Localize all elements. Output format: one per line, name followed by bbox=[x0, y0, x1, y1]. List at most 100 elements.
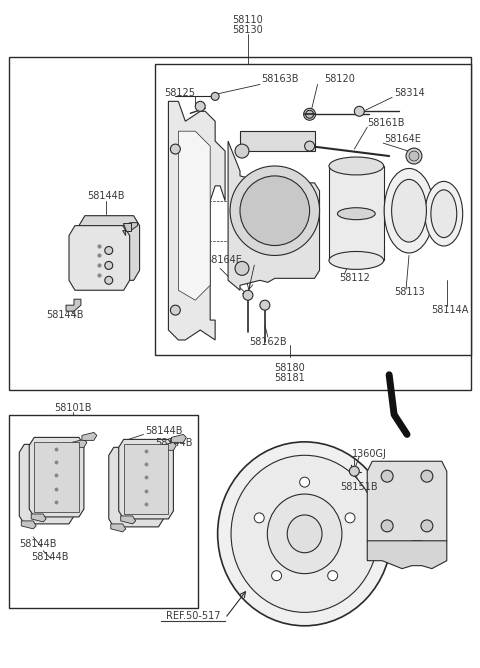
Polygon shape bbox=[228, 141, 320, 291]
Polygon shape bbox=[109, 448, 164, 527]
Polygon shape bbox=[29, 438, 84, 517]
Bar bbox=[9, 57, 471, 389]
Bar bbox=[156, 63, 471, 355]
Circle shape bbox=[105, 277, 113, 285]
Bar bbox=[9, 415, 198, 609]
Circle shape bbox=[421, 470, 433, 482]
Ellipse shape bbox=[337, 208, 375, 220]
Circle shape bbox=[409, 151, 419, 161]
Polygon shape bbox=[119, 440, 173, 519]
Circle shape bbox=[195, 102, 205, 112]
Circle shape bbox=[105, 246, 113, 255]
Text: 58180: 58180 bbox=[275, 363, 305, 373]
Circle shape bbox=[354, 106, 364, 116]
Polygon shape bbox=[179, 131, 210, 300]
Text: 58125: 58125 bbox=[164, 88, 195, 98]
Polygon shape bbox=[123, 222, 131, 230]
Circle shape bbox=[170, 144, 180, 154]
Circle shape bbox=[304, 108, 315, 120]
Text: 58314: 58314 bbox=[394, 88, 425, 98]
Polygon shape bbox=[21, 521, 36, 529]
Circle shape bbox=[306, 110, 313, 118]
Ellipse shape bbox=[231, 456, 378, 613]
Polygon shape bbox=[161, 442, 176, 450]
Circle shape bbox=[412, 154, 416, 158]
Ellipse shape bbox=[267, 494, 342, 574]
Text: 58144B: 58144B bbox=[87, 191, 124, 201]
Polygon shape bbox=[124, 444, 168, 514]
Text: 58164E: 58164E bbox=[205, 255, 242, 265]
Polygon shape bbox=[19, 444, 74, 524]
Ellipse shape bbox=[287, 515, 322, 552]
Circle shape bbox=[412, 154, 416, 158]
Circle shape bbox=[235, 144, 249, 158]
Text: 58120: 58120 bbox=[324, 74, 355, 84]
Text: 1360GJ: 1360GJ bbox=[352, 450, 387, 460]
Bar bbox=[240, 131, 314, 151]
Polygon shape bbox=[111, 524, 126, 532]
Circle shape bbox=[412, 154, 416, 158]
Polygon shape bbox=[31, 514, 46, 522]
Circle shape bbox=[412, 154, 416, 158]
Circle shape bbox=[406, 148, 422, 164]
Polygon shape bbox=[82, 432, 97, 440]
Text: 58113: 58113 bbox=[394, 287, 425, 297]
Circle shape bbox=[412, 154, 416, 158]
Text: 58114A: 58114A bbox=[431, 305, 468, 315]
Bar bbox=[329, 166, 384, 261]
Text: 58144B: 58144B bbox=[156, 438, 193, 448]
Ellipse shape bbox=[425, 182, 463, 246]
Circle shape bbox=[243, 291, 253, 300]
Circle shape bbox=[240, 176, 310, 246]
Text: 58144B: 58144B bbox=[31, 552, 69, 562]
Circle shape bbox=[345, 513, 355, 523]
Polygon shape bbox=[66, 299, 81, 311]
Polygon shape bbox=[72, 440, 87, 448]
Circle shape bbox=[170, 305, 180, 315]
Text: 58164E: 58164E bbox=[384, 134, 421, 144]
Circle shape bbox=[211, 92, 219, 100]
Text: 58144B: 58144B bbox=[145, 426, 183, 436]
Ellipse shape bbox=[217, 442, 392, 626]
Circle shape bbox=[412, 154, 416, 158]
Ellipse shape bbox=[329, 157, 384, 175]
Text: REF.50-517: REF.50-517 bbox=[166, 611, 220, 621]
Polygon shape bbox=[367, 541, 447, 568]
Polygon shape bbox=[69, 226, 130, 291]
Circle shape bbox=[254, 513, 264, 523]
Text: 58181: 58181 bbox=[275, 373, 305, 383]
Text: 58112: 58112 bbox=[339, 273, 370, 283]
Polygon shape bbox=[120, 516, 136, 524]
Text: 58163B: 58163B bbox=[261, 74, 299, 84]
Circle shape bbox=[412, 154, 416, 158]
Circle shape bbox=[235, 261, 249, 275]
Ellipse shape bbox=[329, 251, 384, 269]
Ellipse shape bbox=[384, 168, 434, 253]
Circle shape bbox=[421, 520, 433, 532]
Text: 58101B: 58101B bbox=[54, 403, 92, 413]
Text: 58144B: 58144B bbox=[19, 539, 57, 549]
Circle shape bbox=[381, 520, 393, 532]
Circle shape bbox=[230, 166, 320, 255]
Ellipse shape bbox=[392, 180, 426, 242]
Circle shape bbox=[412, 154, 416, 158]
Text: 58151B: 58151B bbox=[340, 482, 378, 492]
Text: 58110: 58110 bbox=[233, 15, 264, 25]
Circle shape bbox=[272, 570, 282, 580]
Polygon shape bbox=[79, 216, 140, 281]
Circle shape bbox=[300, 477, 310, 487]
Polygon shape bbox=[123, 222, 138, 236]
Text: 58144B: 58144B bbox=[46, 310, 84, 320]
Polygon shape bbox=[168, 102, 225, 340]
Circle shape bbox=[349, 466, 360, 476]
Circle shape bbox=[260, 300, 270, 310]
Circle shape bbox=[412, 154, 416, 158]
Polygon shape bbox=[34, 442, 79, 512]
Polygon shape bbox=[367, 462, 447, 550]
Ellipse shape bbox=[431, 190, 457, 238]
Text: 58161B: 58161B bbox=[367, 118, 405, 128]
Circle shape bbox=[328, 570, 337, 580]
Circle shape bbox=[412, 154, 416, 158]
Circle shape bbox=[305, 141, 314, 151]
Circle shape bbox=[105, 261, 113, 269]
